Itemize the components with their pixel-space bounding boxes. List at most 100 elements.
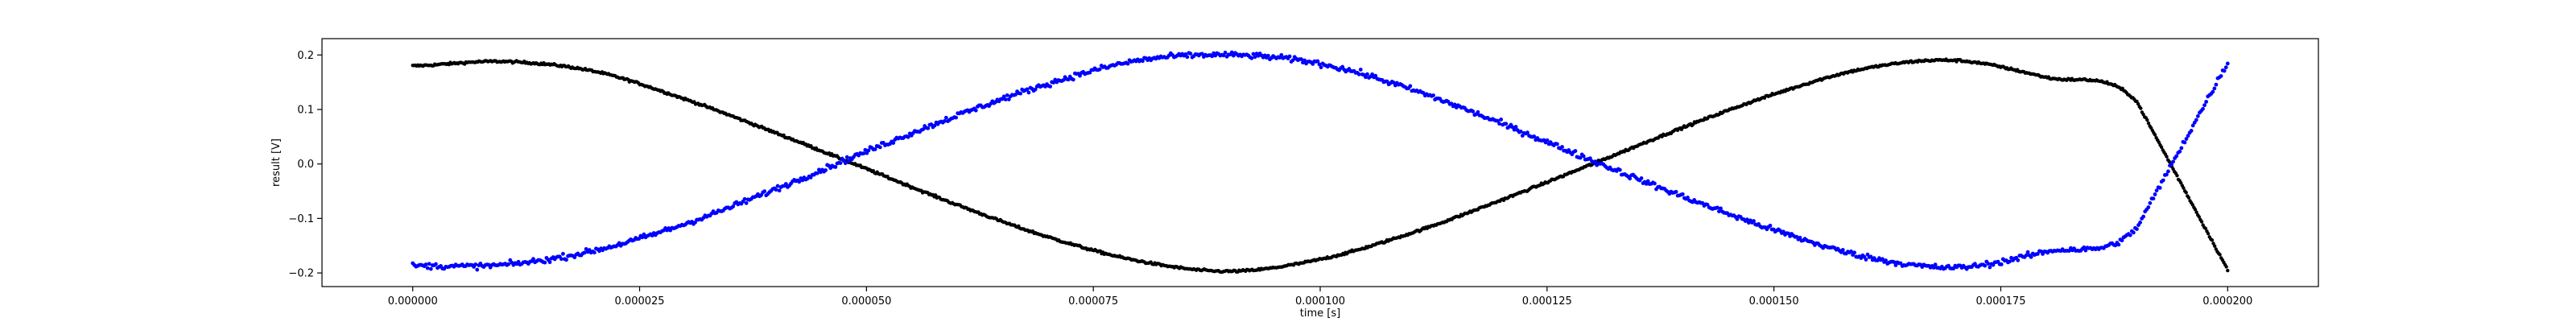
data-point xyxy=(2195,114,2200,118)
data-point xyxy=(1645,179,1650,184)
data-point xyxy=(942,119,947,123)
data-point xyxy=(1471,109,1476,114)
data-point xyxy=(1680,192,1685,196)
data-point xyxy=(428,266,433,271)
data-point xyxy=(1560,145,1564,149)
data-point xyxy=(1573,149,1578,153)
data-point xyxy=(2225,61,2230,66)
data-point xyxy=(2210,238,2215,242)
data-point xyxy=(1066,77,1071,82)
data-point xyxy=(506,262,511,266)
data-point xyxy=(1071,77,1075,82)
data-point xyxy=(1893,263,1898,267)
data-point xyxy=(592,250,597,255)
data-point xyxy=(1864,258,1868,262)
data-point xyxy=(2223,65,2228,70)
data-point xyxy=(843,161,848,166)
data-point xyxy=(1315,59,1320,64)
data-point xyxy=(2141,214,2146,219)
data-point xyxy=(2211,89,2215,94)
data-point xyxy=(2145,118,2149,122)
data-point xyxy=(2016,258,2021,262)
data-point xyxy=(2139,106,2143,110)
data-point xyxy=(1223,51,1228,55)
data-point xyxy=(926,126,931,130)
data-point xyxy=(2138,221,2142,225)
data-point xyxy=(582,250,587,255)
data-point xyxy=(1653,181,1657,186)
x-tick-label: 0.000125 xyxy=(1522,295,1572,308)
data-point xyxy=(1299,57,1303,61)
x-tick-label: 0.000075 xyxy=(1068,295,1118,308)
data-point xyxy=(1884,258,1889,262)
data-point xyxy=(1868,254,1873,259)
data-point xyxy=(2214,82,2219,87)
data-point xyxy=(1188,52,1193,56)
data-point xyxy=(863,147,868,152)
data-point xyxy=(475,267,480,272)
data-point xyxy=(775,184,780,188)
data-point xyxy=(1370,72,1375,76)
data-point xyxy=(2222,68,2227,73)
data-point xyxy=(1048,85,1052,89)
data-point xyxy=(1545,138,1550,142)
data-point xyxy=(846,159,851,163)
data-point xyxy=(2157,140,2161,144)
data-point xyxy=(1141,59,1145,64)
data-point xyxy=(1781,229,1785,234)
data-point xyxy=(1373,73,1378,78)
data-point xyxy=(1290,58,1295,63)
data-point xyxy=(1302,58,1307,63)
data-point xyxy=(2164,172,2169,177)
data-point xyxy=(1513,125,1518,129)
data-point xyxy=(844,155,849,159)
data-point xyxy=(1006,97,1011,101)
data-point xyxy=(423,262,428,266)
y-axis-ticks: −0.2 −0.1 0.0 0.1 0.2 xyxy=(288,50,322,280)
data-point xyxy=(1504,122,1509,126)
data-point xyxy=(2186,134,2190,138)
data-point xyxy=(1210,54,1215,59)
data-point xyxy=(973,108,978,113)
data-point xyxy=(2182,186,2186,190)
data-point xyxy=(1356,72,1361,76)
data-point xyxy=(1279,52,1284,57)
data-point xyxy=(1717,209,1721,213)
data-point xyxy=(2161,178,2165,183)
data-point xyxy=(1253,55,1257,60)
data-point xyxy=(954,115,959,120)
data-point xyxy=(1005,93,1009,97)
data-point xyxy=(866,148,871,153)
data-point xyxy=(1554,142,1559,147)
data-point xyxy=(2193,208,2198,212)
data-point xyxy=(2212,244,2217,248)
data-point xyxy=(824,168,828,172)
data-point xyxy=(2082,245,2087,250)
data-point xyxy=(2179,146,2184,151)
data-point xyxy=(2197,215,2202,219)
data-point xyxy=(921,127,926,132)
data-point xyxy=(1025,87,1030,92)
data-point xyxy=(2153,192,2157,196)
data-point xyxy=(642,232,646,237)
data-point xyxy=(2201,106,2205,111)
data-point xyxy=(1628,176,1633,181)
data-point xyxy=(774,188,778,192)
data-point xyxy=(2226,268,2230,273)
x-axis-label: time [s] xyxy=(1300,308,1340,320)
data-point xyxy=(1018,91,1023,96)
data-point xyxy=(932,123,937,128)
data-points xyxy=(411,50,2230,275)
data-point xyxy=(2202,103,2207,108)
data-point xyxy=(531,257,535,262)
data-point xyxy=(2182,140,2187,145)
data-point xyxy=(744,200,749,205)
data-point xyxy=(2159,145,2164,149)
data-point xyxy=(1752,219,1756,223)
data-point xyxy=(1715,205,1719,210)
data-point xyxy=(2203,226,2208,230)
data-point xyxy=(731,204,736,208)
data-point xyxy=(2120,238,2124,243)
